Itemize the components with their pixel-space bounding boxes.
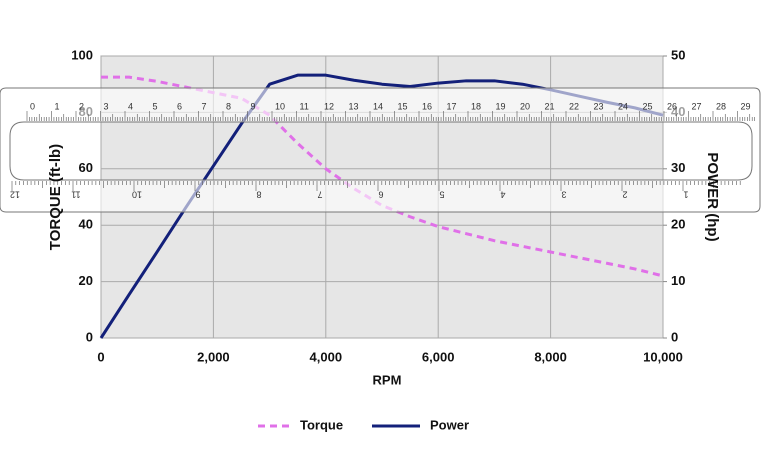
ruler-label: 10 <box>275 101 285 111</box>
ruler-label: 7 <box>317 190 322 200</box>
ruler-label: 25 <box>643 101 653 111</box>
ruler-body <box>0 87 761 213</box>
ruler-label: 5 <box>439 190 444 200</box>
ruler-label: 21 <box>545 101 555 111</box>
x-axis-label: RPM <box>373 372 402 387</box>
x-tick-label: 6,000 <box>422 349 455 364</box>
ruler-label: 6 <box>378 190 383 200</box>
x-tick-label: 10,000 <box>643 349 683 364</box>
ruler-label: 11 <box>71 190 80 200</box>
ruler-label: 1 <box>683 190 688 200</box>
x-tick-label: 2,000 <box>197 349 230 364</box>
ruler-label: 10 <box>132 190 142 200</box>
ruler-label: 12 <box>10 190 20 200</box>
ruler-label: 1 <box>55 101 60 111</box>
y2-tick-label: 0 <box>671 329 678 344</box>
legend-label: Power <box>430 417 469 432</box>
ruler: 0 1 2 3 4 5 6 7 8 9 10 11 12 13 14 15 16 17 18 19 20 21 22 23 24… <box>0 87 761 213</box>
ruler-label: 3 <box>104 101 109 111</box>
ruler-label: 24 <box>618 101 628 111</box>
y-tick-label: 60 <box>79 160 93 175</box>
ruler-label: 8 <box>256 190 261 200</box>
ruler-label: 2 <box>622 190 627 200</box>
ruler-label: 9 <box>195 190 200 200</box>
ruler-label: 23 <box>594 101 604 111</box>
ruler-label: 11 <box>300 101 309 111</box>
y-tick-label: 40 <box>79 217 93 232</box>
labels: RPM TORQUE (ft-lb) POWER (hp) <box>47 144 721 388</box>
ruler-label: 17 <box>447 101 457 111</box>
ruler-label: 19 <box>496 101 506 111</box>
ruler-label: 7 <box>202 101 207 111</box>
ruler-label: 12 <box>324 101 334 111</box>
y2-axis-label: POWER (hp) <box>704 152 721 241</box>
ruler-label: 13 <box>349 101 359 111</box>
x-tick-label: 8,000 <box>534 349 567 364</box>
x-tick-label: 0 <box>97 349 104 364</box>
ruler-label: 2 <box>79 101 84 111</box>
y-tick-label: 100 <box>71 47 93 62</box>
ruler-label: 28 <box>716 101 726 111</box>
y2-tick-label: 50 <box>671 47 685 62</box>
ruler-label: 4 <box>500 190 505 200</box>
y-tick-label: 0 <box>86 329 93 344</box>
y-tick-label: 20 <box>79 273 93 288</box>
ruler-label: 29 <box>741 101 751 111</box>
x-tick-label: 4,000 <box>310 349 343 364</box>
y2-tick-label: 20 <box>671 217 685 232</box>
ruler-label: 27 <box>692 101 702 111</box>
ruler-label: 22 <box>569 101 579 111</box>
legend: Torque Power <box>258 417 469 432</box>
y2-tick-label: 10 <box>671 273 685 288</box>
ruler-label: 26 <box>667 101 677 111</box>
ruler-label: 3 <box>561 190 566 200</box>
legend-label: Torque <box>300 417 343 432</box>
ruler-label: 18 <box>471 101 481 111</box>
ruler-label: 16 <box>422 101 432 111</box>
ruler-label: 9 <box>251 101 256 111</box>
ruler-label: 15 <box>398 101 408 111</box>
ruler-label: 8 <box>226 101 231 111</box>
ruler-label: 14 <box>373 101 383 111</box>
ruler-label: 6 <box>177 101 182 111</box>
ruler-label: 4 <box>128 101 133 111</box>
y-axis-label: TORQUE (ft-lb) <box>47 144 64 250</box>
ruler-label: 5 <box>153 101 158 111</box>
y2-tick-label: 30 <box>671 160 685 175</box>
ruler-label: 0 <box>30 101 35 111</box>
ruler-label: 20 <box>520 101 530 111</box>
